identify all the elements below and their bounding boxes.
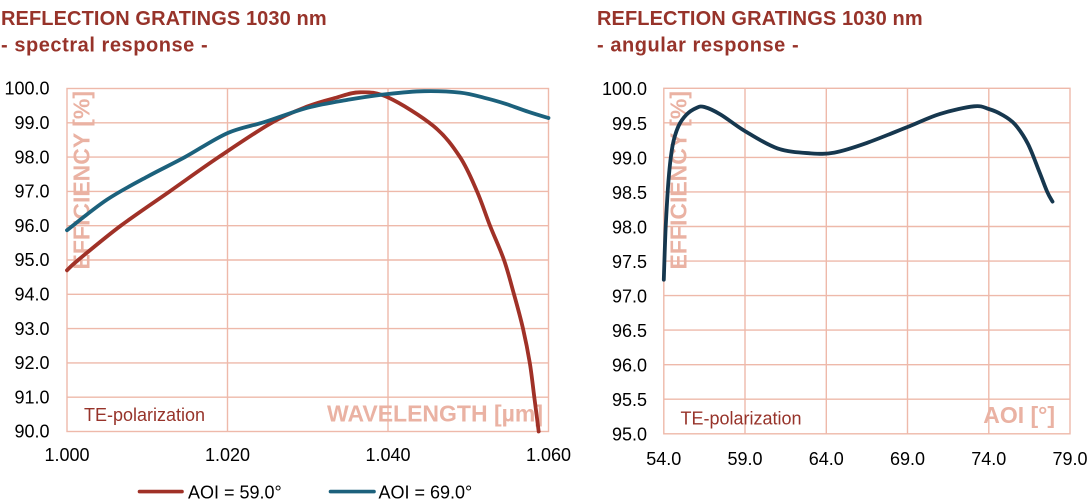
svg-text:100.0: 100.0 [602,79,647,99]
svg-text:92.0: 92.0 [14,353,49,373]
svg-text:REFLECTION GRATINGS 1030 nm: REFLECTION GRATINGS 1030 nm [597,8,923,30]
svg-text:95.5: 95.5 [612,390,647,410]
svg-text:97.0: 97.0 [612,287,647,307]
svg-text:TE-polarization: TE-polarization [681,409,802,429]
svg-text:95.0: 95.0 [14,250,49,270]
svg-text:REFLECTION GRATINGS 1030 nm: REFLECTION GRATINGS 1030 nm [1,8,327,30]
svg-text:96.0: 96.0 [14,216,49,236]
svg-text:97.0: 97.0 [14,182,49,202]
svg-text:- spectral response -: - spectral response - [1,35,208,57]
svg-text:54.0: 54.0 [646,449,681,469]
svg-text:59.0: 59.0 [727,449,762,469]
svg-text:AOI [°]: AOI [°] [983,402,1055,428]
svg-text:1.000: 1.000 [44,445,89,465]
svg-text:79.0: 79.0 [1052,449,1087,469]
svg-text:AOI = 69.0°: AOI = 69.0° [379,482,473,500]
svg-text:99.0: 99.0 [14,113,49,133]
svg-text:EFFICIENCY [%]: EFFICIENCY [%] [69,91,95,269]
svg-text:74.0: 74.0 [971,449,1006,469]
svg-text:99.0: 99.0 [612,148,647,168]
svg-text:64.0: 64.0 [809,449,844,469]
svg-text:99.5: 99.5 [612,114,647,134]
svg-text:93.0: 93.0 [14,319,49,339]
svg-text:1.040: 1.040 [365,445,410,465]
svg-text:1.020: 1.020 [205,445,250,465]
svg-text:WAVELENGTH [µm]: WAVELENGTH [µm] [327,401,543,427]
svg-text:97.5: 97.5 [612,252,647,272]
svg-text:TE-polarization: TE-polarization [84,405,205,425]
svg-text:90.0: 90.0 [14,422,49,442]
svg-text:91.0: 91.0 [14,387,49,407]
svg-text:98.5: 98.5 [612,183,647,203]
svg-text:96.0: 96.0 [612,356,647,376]
svg-text:AOI = 59.0°: AOI = 59.0° [188,482,282,500]
svg-text:98.0: 98.0 [14,147,49,167]
svg-text:1.060: 1.060 [526,445,571,465]
svg-text:96.5: 96.5 [612,321,647,341]
svg-text:69.0: 69.0 [890,449,925,469]
svg-text:- angular response -: - angular response - [597,35,799,57]
svg-text:95.0: 95.0 [612,425,647,445]
svg-text:100.0: 100.0 [4,79,49,99]
svg-text:94.0: 94.0 [14,285,49,305]
svg-text:98.0: 98.0 [612,217,647,237]
